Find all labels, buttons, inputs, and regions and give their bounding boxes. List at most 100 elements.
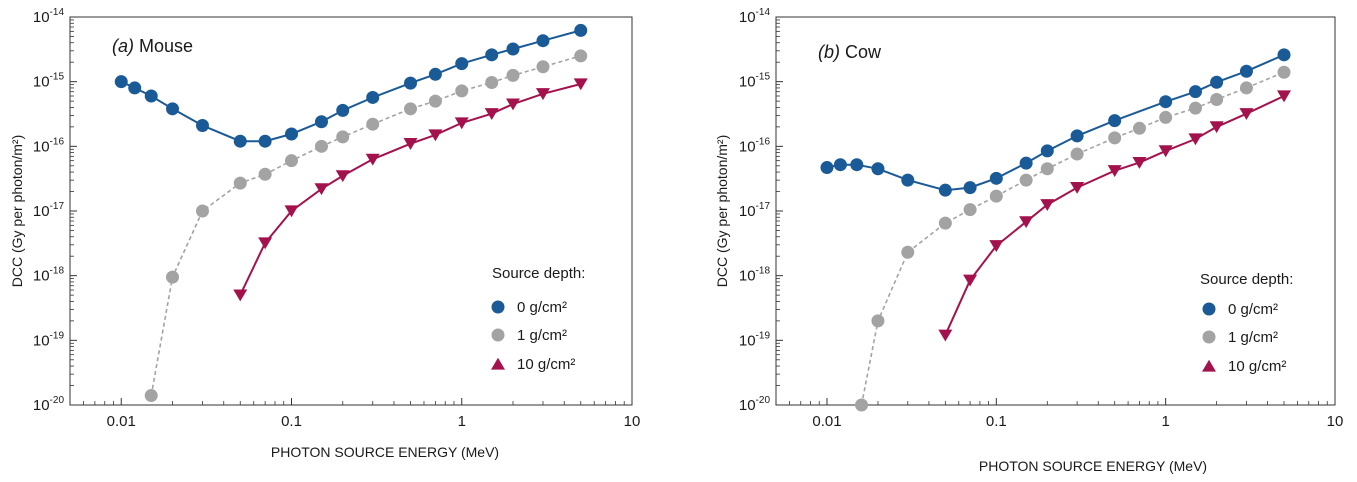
- data-point: [855, 398, 869, 412]
- x-tick-label: 10: [624, 413, 641, 430]
- data-point: [128, 81, 142, 95]
- data-point: [820, 161, 834, 175]
- data-point: [403, 102, 417, 116]
- data-point: [1108, 114, 1122, 128]
- y-tick-base: 10: [739, 332, 756, 349]
- y-axis-label: DCC (Gy per photon/m²): [9, 135, 25, 287]
- data-point: [144, 389, 158, 403]
- series-1cm: [144, 49, 588, 403]
- y-tick-label: 10-14: [739, 7, 771, 26]
- data-point: [901, 173, 915, 187]
- x-axis-label: PHOTON SOURCE ENERGY (MeV): [271, 444, 499, 460]
- x-axis-label: PHOTON SOURCE ENERGY (MeV): [979, 458, 1207, 474]
- data-point: [1277, 48, 1291, 62]
- data-point: [284, 205, 299, 218]
- panel-title: (b) Cow: [818, 42, 882, 62]
- data-point: [1188, 133, 1203, 146]
- data-point: [1040, 199, 1055, 212]
- data-point: [366, 117, 380, 131]
- data-point: [258, 167, 272, 181]
- y-tick-exponent: -19: [50, 330, 65, 341]
- series-10cm: [938, 90, 1292, 342]
- data-point: [366, 90, 380, 104]
- data-point: [901, 245, 915, 259]
- panel-letter: (b): [818, 42, 840, 62]
- y-tick-exponent: -14: [50, 7, 65, 18]
- data-point: [233, 134, 247, 148]
- y-tick-base: 10: [739, 268, 756, 285]
- y-tick-label: 10-18: [33, 266, 65, 285]
- data-point: [1210, 75, 1224, 89]
- legend-label: 1 g/cm²: [517, 327, 567, 344]
- y-tick-exponent: -16: [756, 136, 771, 147]
- legend-marker: [1202, 302, 1216, 316]
- data-point: [428, 129, 443, 142]
- y-tick-label: 10-20: [739, 395, 771, 414]
- panel-name: Mouse: [139, 36, 193, 56]
- series-1cm: [855, 65, 1291, 412]
- data-point: [506, 42, 520, 56]
- data-point: [1019, 156, 1033, 170]
- data-point: [574, 23, 588, 37]
- data-point: [314, 183, 329, 196]
- data-point: [1159, 110, 1173, 124]
- y-tick-label: 10-16: [33, 136, 65, 155]
- x-tick-label: 1: [458, 413, 466, 430]
- data-point: [506, 98, 521, 111]
- series-10cm: [233, 78, 588, 302]
- data-point: [403, 138, 418, 150]
- data-point: [1277, 65, 1291, 79]
- series-line: [239, 83, 581, 296]
- data-point: [574, 49, 588, 63]
- y-tick-base: 10: [739, 203, 756, 220]
- data-point: [850, 158, 864, 172]
- data-point: [573, 78, 588, 91]
- y-tick-label: 10-16: [739, 136, 771, 155]
- legend-marker: [1202, 330, 1216, 344]
- data-point: [365, 153, 380, 166]
- legend-label: 0 g/cm²: [517, 299, 567, 316]
- y-tick-exponent: -14: [756, 7, 771, 18]
- y-tick-base: 10: [33, 9, 50, 26]
- y-tick-label: 10-15: [739, 72, 771, 91]
- panel-name: Cow: [845, 42, 882, 62]
- data-point: [963, 181, 977, 195]
- y-tick-exponent: -20: [50, 395, 65, 406]
- x-tick-label: 1: [1161, 413, 1169, 430]
- y-tick-label: 10-18: [739, 266, 771, 285]
- y-tick-exponent: -15: [756, 72, 771, 83]
- series-line: [150, 55, 581, 396]
- data-point: [938, 329, 953, 342]
- data-point: [233, 176, 247, 190]
- data-point: [166, 102, 180, 116]
- data-point: [1188, 101, 1202, 115]
- data-point: [1040, 162, 1054, 176]
- data-point: [336, 103, 350, 117]
- data-point: [428, 94, 442, 108]
- data-point: [1277, 90, 1292, 103]
- data-point: [314, 139, 328, 153]
- y-tick-exponent: -20: [756, 395, 771, 406]
- y-tick-base: 10: [33, 203, 50, 220]
- data-point: [963, 203, 977, 217]
- x-tick-label: 0.01: [812, 413, 841, 430]
- data-point: [536, 34, 550, 48]
- x-tick-label: 0.1: [281, 413, 302, 430]
- y-tick-base: 10: [739, 9, 756, 26]
- y-tick-base: 10: [33, 74, 50, 91]
- data-point: [989, 171, 1003, 185]
- series-0cm: [820, 48, 1291, 197]
- data-point: [485, 48, 499, 62]
- y-axis-label: DCC (Gy per photon/m²): [714, 135, 730, 287]
- panel-letter: (a): [112, 36, 134, 56]
- y-tick-base: 10: [739, 138, 756, 155]
- legend-label: 10 g/cm²: [517, 356, 575, 373]
- data-point: [1070, 147, 1084, 161]
- data-point: [989, 240, 1004, 253]
- data-point: [871, 314, 885, 328]
- y-tick-exponent: -19: [756, 330, 771, 341]
- legend-label: 10 g/cm²: [1228, 358, 1286, 375]
- legend-label: 0 g/cm²: [1228, 301, 1278, 318]
